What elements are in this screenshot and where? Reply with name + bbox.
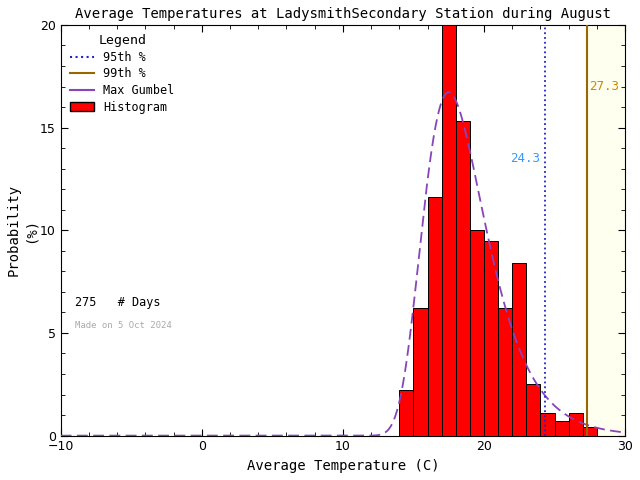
Bar — [428, 197, 442, 436]
Bar — [484, 240, 498, 436]
Text: 24.3: 24.3 — [511, 152, 540, 165]
Legend: 95th %, 99th %, Max Gumbel, Histogram: 95th %, 99th %, Max Gumbel, Histogram — [67, 31, 178, 117]
Bar — [526, 384, 540, 436]
Text: 27.3: 27.3 — [589, 80, 619, 93]
X-axis label: Average Temperature (C): Average Temperature (C) — [246, 459, 439, 473]
Bar — [583, 427, 597, 436]
Bar — [512, 263, 526, 436]
Bar — [470, 230, 484, 436]
Bar — [587, 25, 625, 436]
Bar — [399, 390, 413, 436]
Bar — [413, 308, 428, 436]
Bar — [442, 25, 456, 436]
Bar — [555, 421, 569, 436]
Bar — [456, 121, 470, 436]
Y-axis label: Probability
(%): Probability (%) — [7, 184, 37, 276]
Text: 275   # Days: 275 # Days — [75, 296, 160, 309]
Title: Average Temperatures at LadysmithSecondary Station during August: Average Temperatures at LadysmithSeconda… — [75, 7, 611, 21]
Text: Made on 5 Oct 2024: Made on 5 Oct 2024 — [75, 321, 172, 330]
Bar — [498, 308, 512, 436]
Bar — [540, 413, 555, 436]
Bar — [569, 413, 583, 436]
